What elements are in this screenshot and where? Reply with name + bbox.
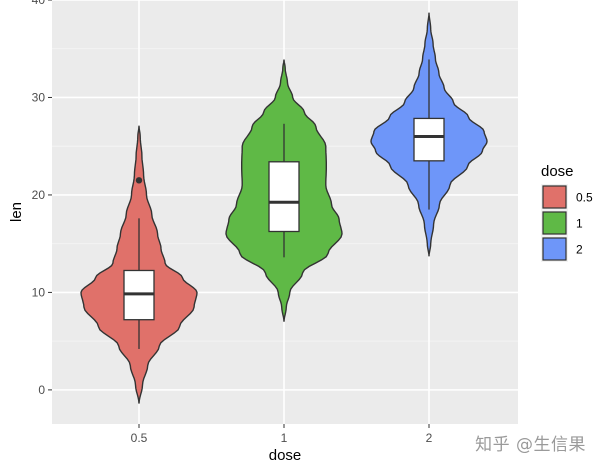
outlier-point-0.5 xyxy=(135,177,143,184)
legend-label: 2 xyxy=(576,243,583,257)
legend-label: 0.5 xyxy=(576,191,593,205)
x-axis: 0.5 1 2 xyxy=(131,424,433,445)
y-tick-label: 40 xyxy=(32,0,46,7)
y-tick-label: 0 xyxy=(38,383,45,397)
y-axis: 0 10 20 30 40 xyxy=(32,0,52,397)
legend-label: 1 xyxy=(576,217,583,231)
legend-swatch-0.5 xyxy=(542,185,567,209)
box-1 xyxy=(268,161,300,233)
box-2 xyxy=(413,117,445,162)
y-axis-title: len xyxy=(8,202,25,222)
legend-swatch-2 xyxy=(542,237,567,261)
y-tick-label: 30 xyxy=(32,90,46,104)
boxplot-layer xyxy=(123,59,445,349)
y-tick-label: 20 xyxy=(32,188,46,202)
y-tick-label: 10 xyxy=(32,285,46,299)
x-tick-label: 1 xyxy=(281,431,288,445)
legend: dose 0.5 1 2 xyxy=(541,163,593,262)
x-tick-label: 0.5 xyxy=(131,431,148,445)
watermark: 知乎 @生信果 xyxy=(475,435,586,455)
x-axis-title: dose xyxy=(269,447,302,464)
x-tick-label: 2 xyxy=(426,431,433,445)
legend-swatch-1 xyxy=(542,211,567,235)
legend-title: dose xyxy=(541,163,574,180)
